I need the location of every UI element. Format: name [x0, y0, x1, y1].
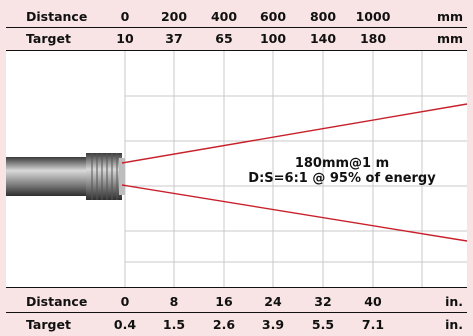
header-bottom-rule [6, 50, 467, 51]
metric-distance-value: 0 [120, 9, 130, 24]
metric-distance-value: 1000 [355, 9, 391, 24]
metric-target-value: 65 [215, 31, 233, 46]
annotation-distance-to-spot: D:S=6:1 @ 95% of energy [248, 171, 436, 186]
imperial-distance-unit: in. [445, 294, 463, 309]
beam-lower-edge [121, 184, 468, 242]
imperial-distance-value: 0 [120, 294, 130, 309]
metric-distance-value: 200 [160, 9, 188, 24]
imperial-target-value: 0.4 [113, 317, 137, 332]
imperial-distance-value: 40 [364, 294, 382, 309]
imperial-target-value: 1.5 [162, 317, 186, 332]
metric-distance-label: Distance [26, 9, 88, 24]
metric-target-value: 100 [259, 31, 287, 46]
imperial-distance-value: 8 [169, 294, 179, 309]
metric-target-unit: mm [436, 31, 463, 46]
imperial-distance-value: 24 [264, 294, 282, 309]
imperial-target-row: Target 0.4 1.5 2.6 3.9 5.5 7.1 in. [0, 314, 473, 334]
metric-distance-unit: mm [436, 9, 463, 24]
imperial-target-value: 7.1 [361, 317, 385, 332]
spot-size-annotation: 180mm@1 m D:S=6:1 @ 95% of energy [222, 156, 462, 186]
metric-distance-row: Distance 0 200 400 600 800 1000 mm [0, 6, 473, 26]
metric-target-value: 180 [359, 31, 387, 46]
imperial-target-label: Target [26, 317, 71, 332]
metric-target-value: 140 [309, 31, 337, 46]
imperial-distance-value: 16 [215, 294, 233, 309]
imperial-target-value: 2.6 [212, 317, 236, 332]
footer-divider [6, 312, 467, 313]
imperial-distance-row: Distance 0 8 16 24 32 40 in. [0, 291, 473, 311]
beam-lines [121, 103, 468, 242]
footer-top-rule [6, 287, 467, 288]
metric-target-value: 37 [165, 31, 183, 46]
imperial-distance-label: Distance [26, 294, 88, 309]
beam-upper-edge [121, 103, 468, 164]
metric-distance-value: 600 [259, 9, 287, 24]
metric-target-label: Target [26, 31, 71, 46]
imperial-target-value: 3.9 [261, 317, 285, 332]
imperial-target-unit: in. [445, 317, 463, 332]
metric-distance-value: 400 [210, 9, 238, 24]
metric-target-row: Target 10 37 65 100 140 180 mm [0, 28, 473, 48]
ir-sensor-barrel-icon [6, 153, 125, 200]
header-divider [6, 27, 467, 28]
imperial-target-value: 5.5 [311, 317, 335, 332]
annotation-spot-size: 180mm@1 m [294, 156, 390, 171]
metric-target-value: 10 [116, 31, 134, 46]
metric-distance-value: 800 [309, 9, 337, 24]
imperial-distance-value: 32 [314, 294, 332, 309]
